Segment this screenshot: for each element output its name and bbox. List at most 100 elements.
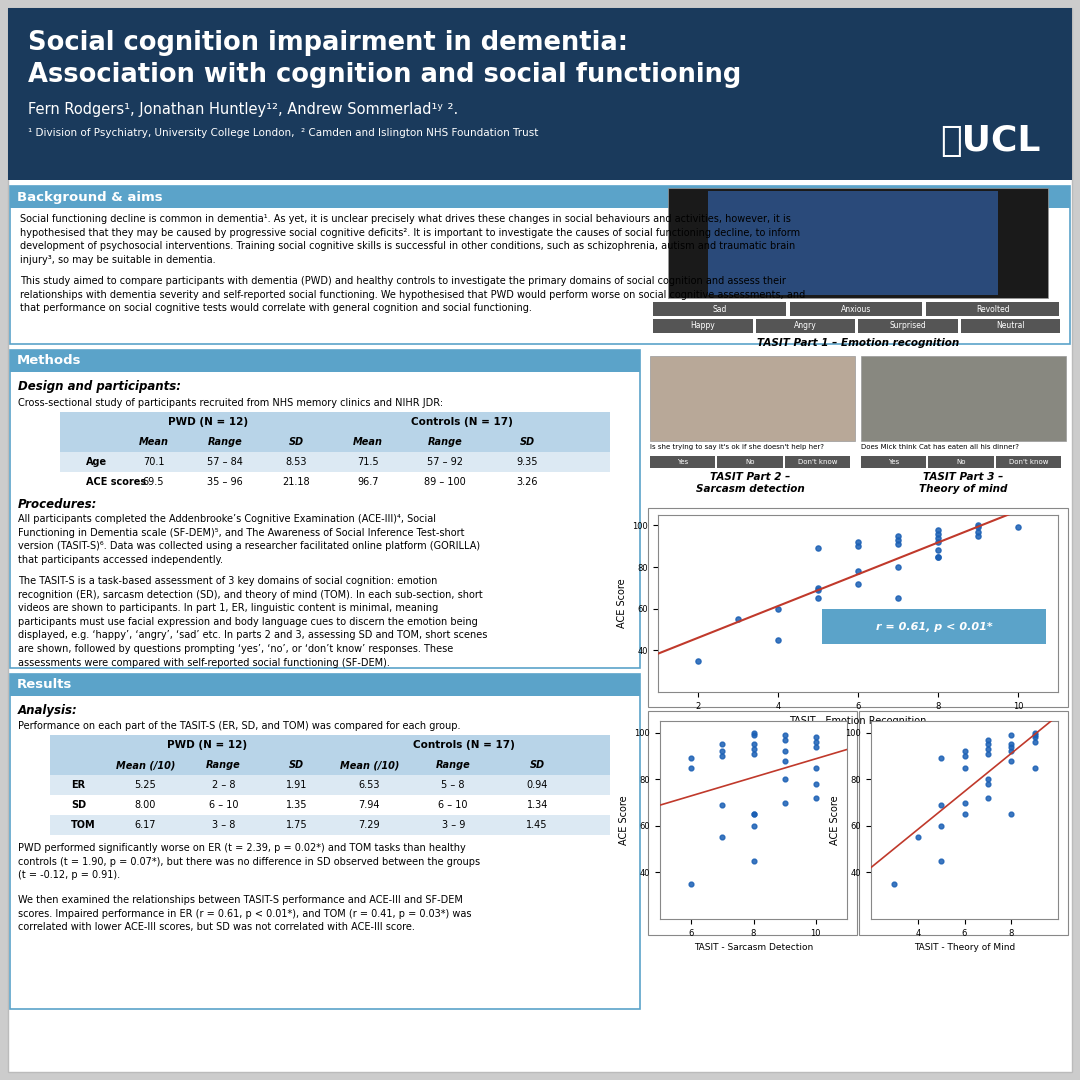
Point [930, 548, 947, 565]
Point [807, 775, 824, 793]
Point [714, 747, 731, 765]
Text: Range: Range [207, 437, 242, 447]
Bar [10, 186, 1070, 345]
Point [932, 750, 949, 767]
Text: 3 – 8: 3 – 8 [212, 820, 235, 831]
Bar [60, 472, 610, 492]
Text: 1.91: 1.91 [286, 780, 307, 789]
Point [745, 818, 762, 835]
Bar [650, 456, 715, 468]
Point [809, 590, 826, 607]
Point [1010, 518, 1027, 536]
Text: ACE scores: ACE scores [86, 477, 146, 487]
Text: 1.45: 1.45 [526, 820, 548, 831]
Point [889, 527, 906, 544]
Text: Happy: Happy [690, 322, 715, 330]
Text: TASIT Part 2 –
Sarcasm detection: TASIT Part 2 – Sarcasm detection [697, 472, 805, 494]
Bar [653, 302, 785, 316]
Point [769, 600, 786, 618]
Bar [50, 815, 610, 835]
Point [1026, 759, 1043, 777]
Point [930, 521, 947, 538]
Bar [10, 674, 640, 696]
Point [1002, 752, 1020, 769]
Text: No: No [745, 459, 755, 465]
Point [683, 876, 700, 893]
Point [980, 740, 997, 757]
Text: Don't know: Don't know [798, 459, 837, 465]
Point [714, 828, 731, 846]
Bar [50, 795, 610, 815]
Point [1026, 729, 1043, 746]
Text: Controls (N = 17): Controls (N = 17) [414, 740, 515, 750]
Bar [648, 508, 1068, 707]
Point [886, 876, 903, 893]
Point [807, 789, 824, 807]
Point [689, 652, 706, 670]
Text: 6.17: 6.17 [134, 820, 156, 831]
Point [777, 727, 794, 744]
Point [777, 752, 794, 769]
Text: 89 – 100: 89 – 100 [424, 477, 465, 487]
Text: Mean (/10): Mean (/10) [339, 760, 399, 770]
Text: Association with cognition and social functioning: Association with cognition and social fu… [28, 62, 741, 87]
Text: 6.53: 6.53 [359, 780, 380, 789]
Bar [858, 319, 958, 333]
Text: 7.94: 7.94 [359, 800, 380, 810]
Point [932, 818, 949, 835]
Point [849, 575, 866, 592]
Bar [50, 755, 610, 775]
Text: 9.35: 9.35 [516, 457, 538, 467]
Text: Yes: Yes [888, 459, 900, 465]
Bar [929, 456, 994, 468]
Text: Angry: Angry [794, 322, 816, 330]
Text: 6 – 10: 6 – 10 [208, 800, 239, 810]
Point [745, 806, 762, 823]
Y-axis label: ACE Score: ACE Score [829, 795, 840, 845]
Point [980, 745, 997, 762]
Text: Sad: Sad [712, 305, 727, 313]
Bar [10, 186, 1070, 208]
Point [849, 563, 866, 580]
Point [930, 548, 947, 565]
Bar [60, 432, 610, 453]
Text: 2 – 8: 2 – 8 [212, 780, 235, 789]
Text: 21.18: 21.18 [283, 477, 310, 487]
Point [909, 828, 927, 846]
Point [745, 745, 762, 762]
Text: 1.34: 1.34 [527, 800, 548, 810]
Text: 1.75: 1.75 [285, 820, 307, 831]
Point [932, 852, 949, 869]
Bar [50, 775, 610, 795]
Point [970, 527, 987, 544]
Y-axis label: ACE Score: ACE Score [619, 795, 629, 845]
Text: Analysis:: Analysis: [18, 704, 78, 717]
Text: Controls (N = 17): Controls (N = 17) [410, 417, 512, 427]
Point [1002, 738, 1020, 755]
Bar [756, 319, 855, 333]
Text: Does Mick think Cat has eaten all his dinner?: Does Mick think Cat has eaten all his di… [861, 444, 1020, 450]
Bar [717, 456, 783, 468]
Point [683, 759, 700, 777]
Text: Results: Results [17, 678, 72, 691]
Point [745, 852, 762, 869]
Text: PWD (N = 12): PWD (N = 12) [168, 417, 248, 427]
Text: SD: SD [289, 437, 305, 447]
Point [714, 735, 731, 753]
Point [956, 794, 973, 811]
Point [889, 536, 906, 553]
Text: Procedures:: Procedures: [18, 498, 97, 511]
Point [930, 525, 947, 542]
Text: 96.7: 96.7 [357, 477, 379, 487]
Point [1002, 727, 1020, 744]
Bar [669, 188, 1048, 298]
Point [1026, 724, 1043, 741]
Bar [785, 456, 850, 468]
X-axis label: TASIT - Sarcasm Detection: TASIT - Sarcasm Detection [693, 943, 813, 953]
Text: The TASIT-S is a task-based assessment of 3 key domains of social cognition: emo: The TASIT-S is a task-based assessment o… [18, 576, 487, 667]
Text: 6 – 10: 6 – 10 [438, 800, 468, 810]
Text: Design and participants:: Design and participants: [18, 380, 181, 393]
Point [1026, 727, 1043, 744]
Text: Revolted: Revolted [976, 305, 1010, 313]
Point [1002, 743, 1020, 760]
